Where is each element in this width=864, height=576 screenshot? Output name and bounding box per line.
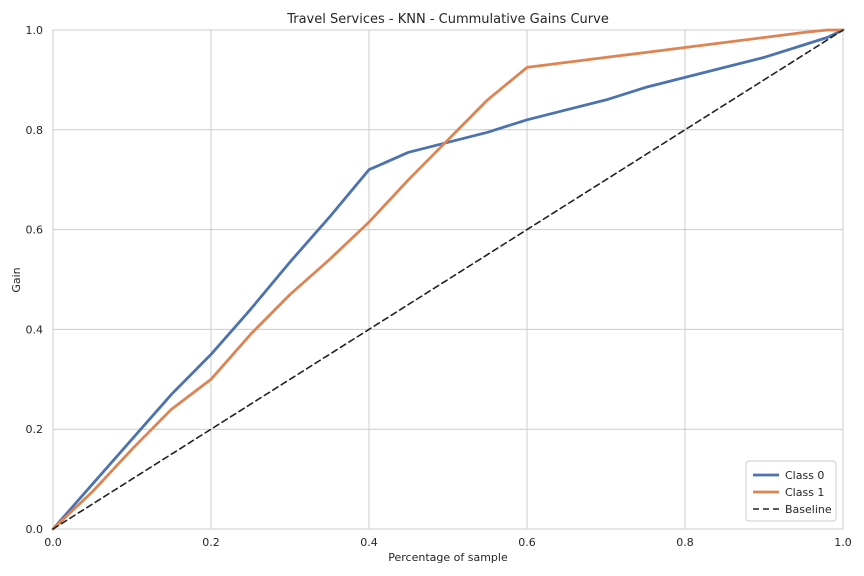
x-tick-label: 1.0 xyxy=(834,536,852,549)
y-axis-label: Gain xyxy=(10,267,23,292)
series-line-class-1 xyxy=(51,28,845,531)
legend: Class 0 Class 1 Baseline xyxy=(745,460,837,522)
x-axis-label: Percentage of sample xyxy=(388,551,508,564)
series-line-class-0 xyxy=(51,28,845,531)
x-tick-label: 0.2 xyxy=(202,536,220,549)
y-tick-label: 0.8 xyxy=(26,124,44,137)
legend-label-class-1: Class 1 xyxy=(785,486,824,499)
series-line-baseline xyxy=(52,29,844,530)
x-tick-label: 0.4 xyxy=(360,536,378,549)
x-tick-label: 0.6 xyxy=(518,536,536,549)
y-tick-label: 0.2 xyxy=(26,423,44,436)
plot-frame xyxy=(52,29,844,530)
x-tick-label: 0.8 xyxy=(676,536,694,549)
legend-label-class-0: Class 0 xyxy=(785,469,824,482)
y-tick-label: 0.6 xyxy=(26,224,44,237)
series-layer xyxy=(51,28,845,531)
y-tick-label: 0.4 xyxy=(26,323,44,336)
y-tick-label: 1.0 xyxy=(26,24,44,37)
y-tick-label: 0.0 xyxy=(26,523,44,536)
tick-labels: 0.0 0.2 0.4 0.6 0.8 1.0 0.0 0.2 0.4 0.6 0.8 1.0 xyxy=(26,24,852,549)
x-tick-label: 0.0 xyxy=(44,536,62,549)
chart-title: Travel Services - KNN - Cummulative Gain… xyxy=(286,12,609,27)
legend-label-baseline: Baseline xyxy=(785,503,832,516)
